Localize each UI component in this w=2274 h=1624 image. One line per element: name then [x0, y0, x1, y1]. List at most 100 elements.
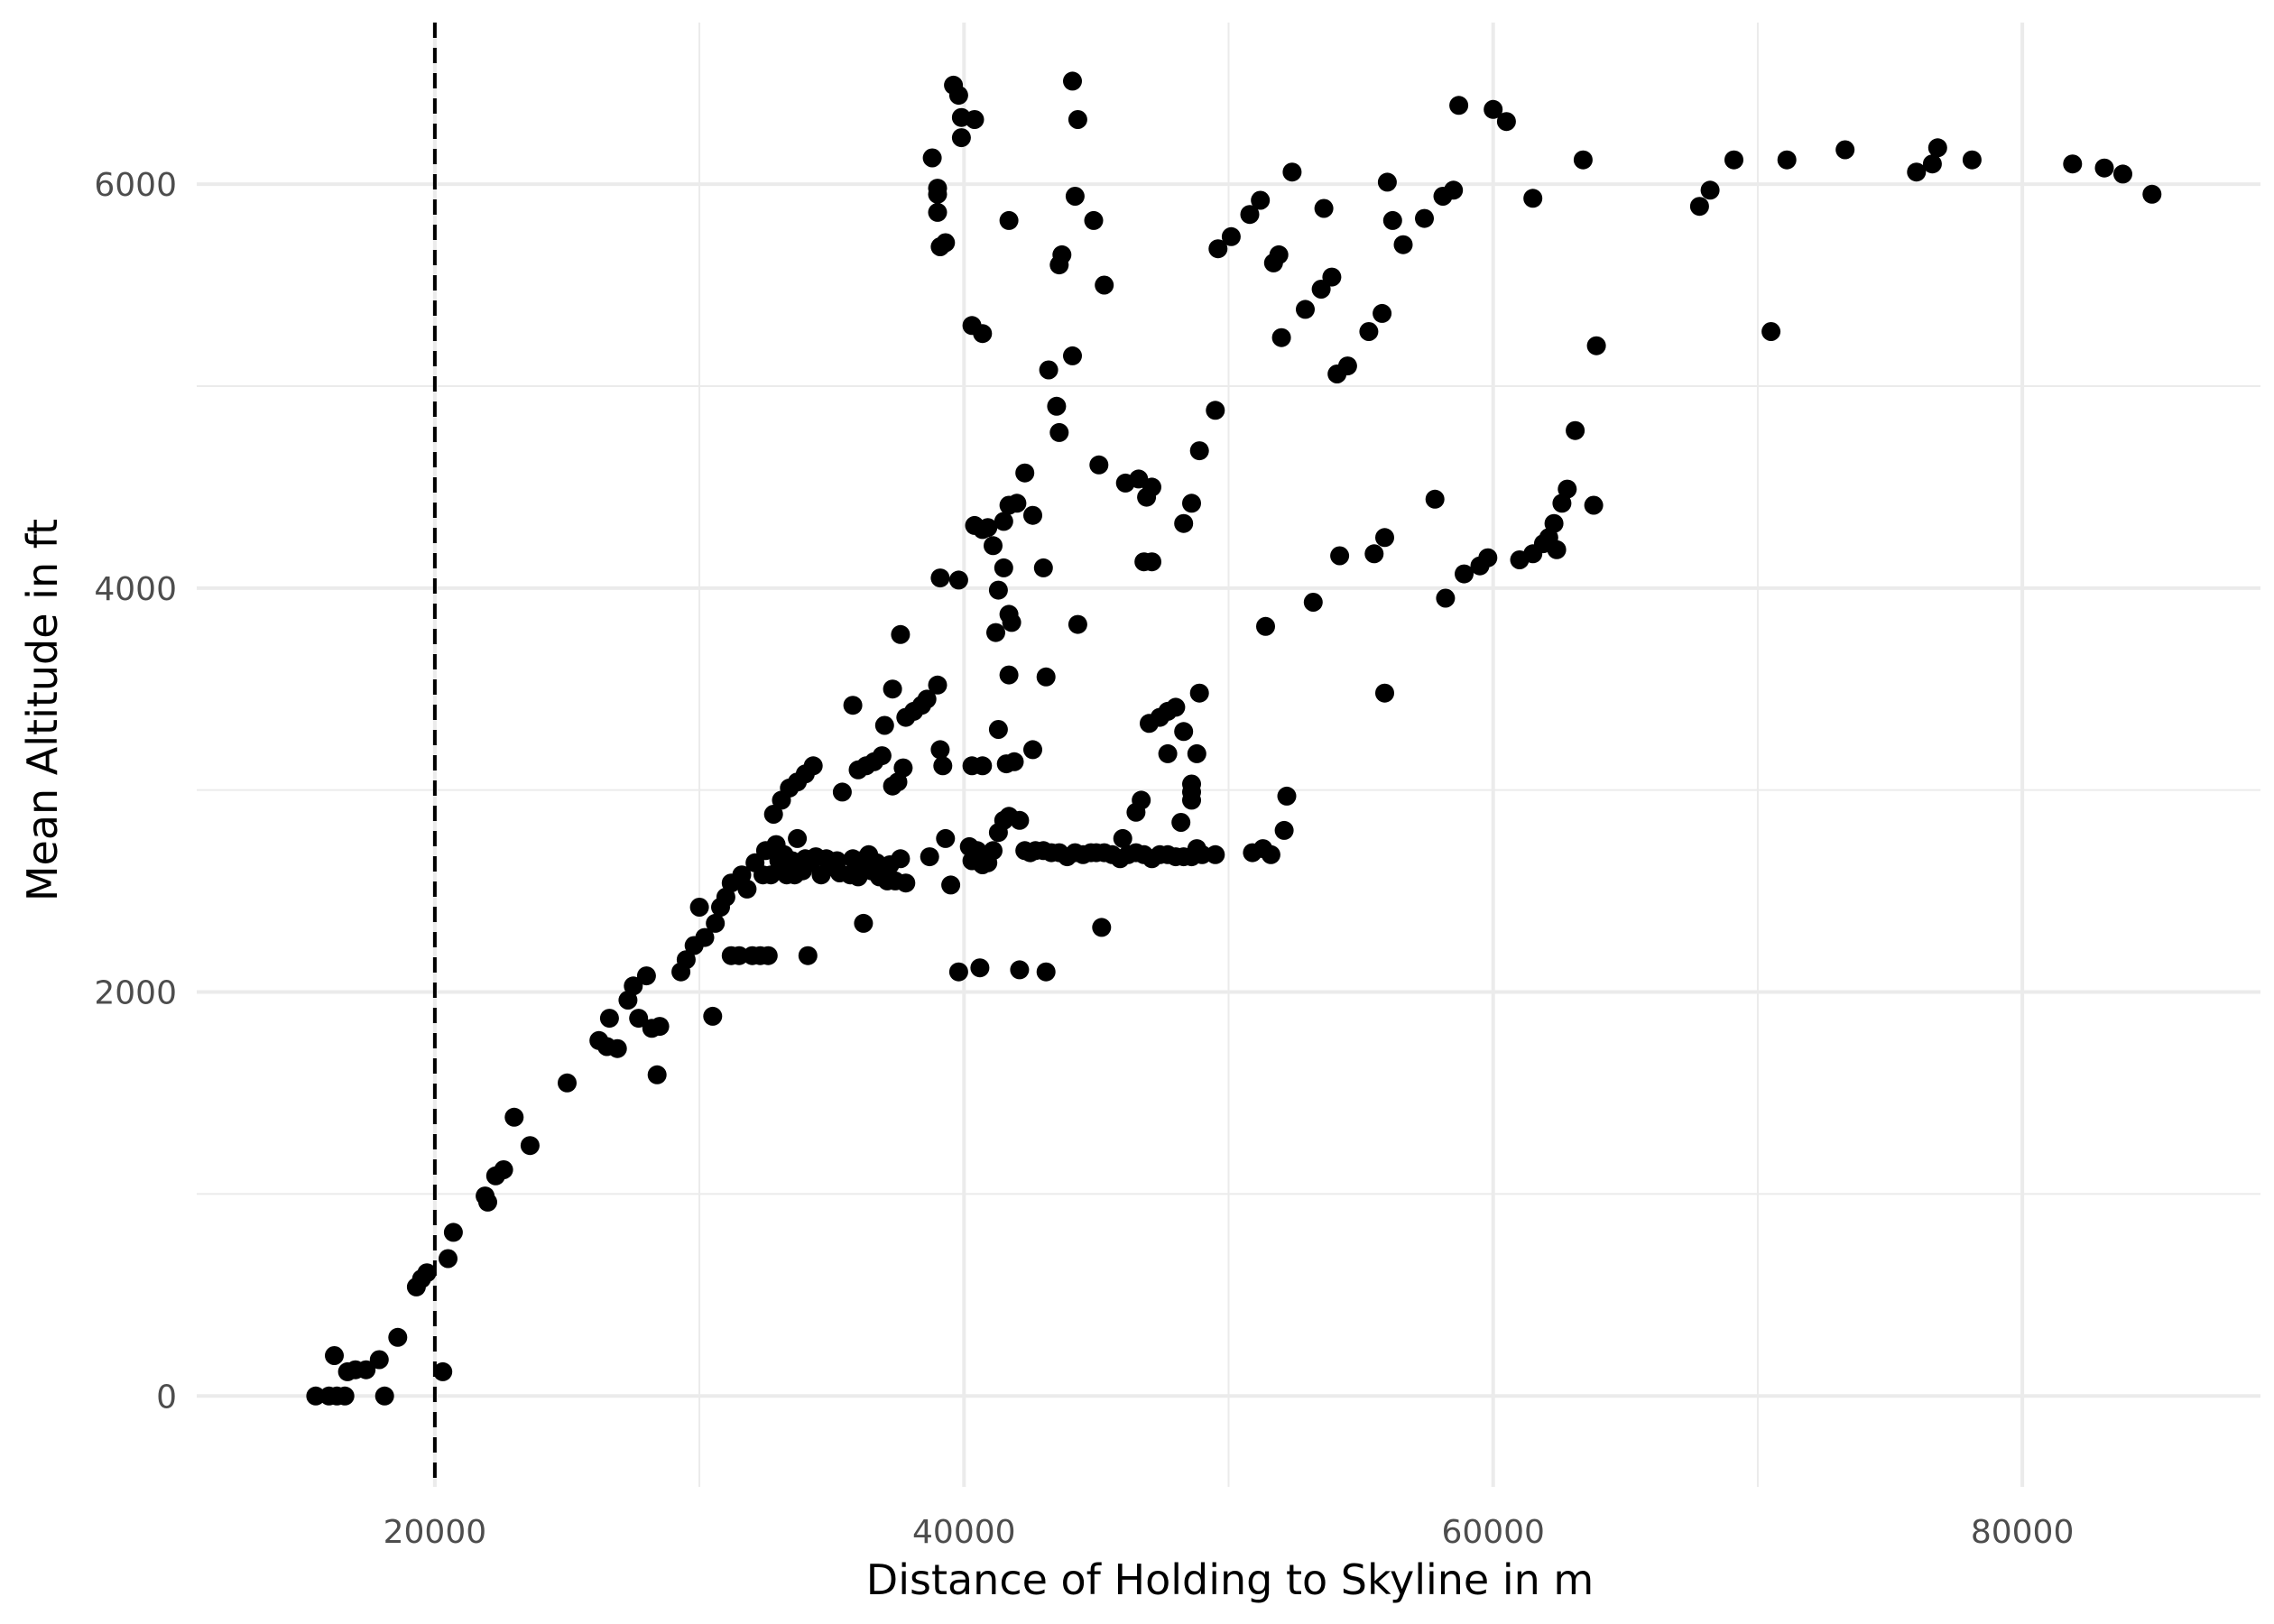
data-point — [676, 950, 696, 970]
data-point — [1084, 210, 1104, 230]
data-point — [1065, 187, 1085, 206]
data-point — [1063, 71, 1082, 91]
data-point — [1314, 198, 1334, 218]
data-point — [737, 879, 757, 899]
data-point — [417, 1263, 437, 1283]
data-point — [1415, 208, 1434, 228]
data-point — [761, 865, 781, 885]
data-point — [930, 740, 950, 760]
data-point — [374, 1386, 394, 1406]
data-point — [1303, 593, 1323, 612]
data-point — [986, 623, 1005, 642]
data-point — [928, 675, 948, 695]
data-point — [1375, 528, 1394, 548]
data-point — [1036, 667, 1056, 687]
data-point — [1296, 300, 1315, 319]
x-tick-label: 40000 — [912, 1514, 1016, 1551]
data-point — [1364, 544, 1384, 564]
data-point — [1393, 235, 1413, 254]
data-point — [1174, 722, 1194, 742]
data-point — [1907, 162, 1927, 182]
data-point — [1425, 489, 1445, 509]
data-point — [798, 946, 818, 965]
data-point — [703, 1006, 723, 1026]
data-point — [356, 1360, 376, 1379]
x-axis-tick-labels: 20000 40000 60000 80000 — [384, 1514, 2075, 1551]
data-point — [928, 184, 948, 204]
data-point — [1089, 455, 1109, 475]
data-point — [729, 946, 749, 965]
data-point — [624, 976, 643, 996]
data-point — [1052, 245, 1072, 264]
data-point — [883, 679, 902, 699]
data-point — [1113, 828, 1132, 848]
data-point — [647, 1065, 667, 1084]
data-point — [1206, 401, 1225, 420]
data-point — [325, 1346, 344, 1365]
data-point — [1573, 150, 1593, 170]
data-point — [1382, 210, 1402, 230]
data-point — [504, 1107, 524, 1127]
data-point — [999, 665, 1019, 685]
x-axis-title: Distance of Holding to Skyline in m — [866, 1555, 1594, 1604]
data-point — [1277, 786, 1297, 806]
data-point — [1359, 322, 1379, 341]
data-point — [1584, 495, 1604, 515]
data-point — [1761, 322, 1781, 341]
data-point — [1261, 844, 1280, 864]
y-tick-label: 0 — [156, 1379, 177, 1416]
data-point — [1174, 513, 1194, 533]
data-point — [1208, 239, 1228, 259]
data-point — [1010, 810, 1030, 830]
data-point — [758, 946, 778, 965]
data-point — [1132, 790, 1151, 810]
data-point — [922, 148, 942, 168]
data-point — [520, 1136, 540, 1156]
data-point — [1496, 112, 1516, 132]
data-point — [1166, 697, 1186, 717]
minor-gridlines — [197, 23, 2260, 1487]
data-point — [2094, 158, 2114, 178]
data-point — [695, 927, 715, 947]
data-point — [936, 828, 956, 848]
data-point — [970, 958, 990, 978]
data-point — [2113, 164, 2132, 184]
y-tick-label: 4000 — [94, 571, 177, 608]
data-point — [1700, 180, 1720, 200]
data-point — [1444, 180, 1464, 200]
x-tick-label: 60000 — [1441, 1514, 1545, 1551]
data-point — [1271, 328, 1291, 347]
data-point — [607, 1038, 627, 1058]
data-point — [965, 110, 984, 129]
data-point — [843, 696, 863, 715]
data-point — [988, 720, 1008, 739]
data-point — [933, 756, 953, 776]
data-point — [1192, 844, 1212, 864]
data-point — [948, 962, 968, 982]
x-tick-label: 20000 — [384, 1514, 487, 1551]
data-point — [854, 913, 874, 933]
data-point — [951, 128, 971, 148]
data-point — [973, 756, 993, 776]
data-point — [1922, 154, 1942, 174]
data-point — [999, 210, 1019, 230]
data-point — [1558, 479, 1577, 499]
data-point — [928, 202, 948, 222]
data-point — [1182, 494, 1201, 513]
data-point — [629, 1009, 649, 1029]
data-point — [936, 233, 956, 253]
data-point — [1095, 275, 1114, 295]
data-point — [1023, 505, 1042, 525]
data-point — [1142, 552, 1161, 572]
data-point — [599, 1009, 619, 1029]
data-point — [1206, 844, 1225, 864]
x-tick-label: 80000 — [1971, 1514, 2075, 1551]
data-point — [494, 1160, 513, 1179]
data-point — [896, 873, 916, 893]
data-point — [1182, 790, 1201, 810]
data-point — [1049, 422, 1069, 442]
y-axis-title: Mean Altitude in ft — [18, 519, 67, 901]
y-axis-tick-labels: 0 2000 4000 6000 — [94, 167, 177, 1416]
data-point — [1039, 360, 1058, 380]
data-point — [1256, 616, 1275, 636]
